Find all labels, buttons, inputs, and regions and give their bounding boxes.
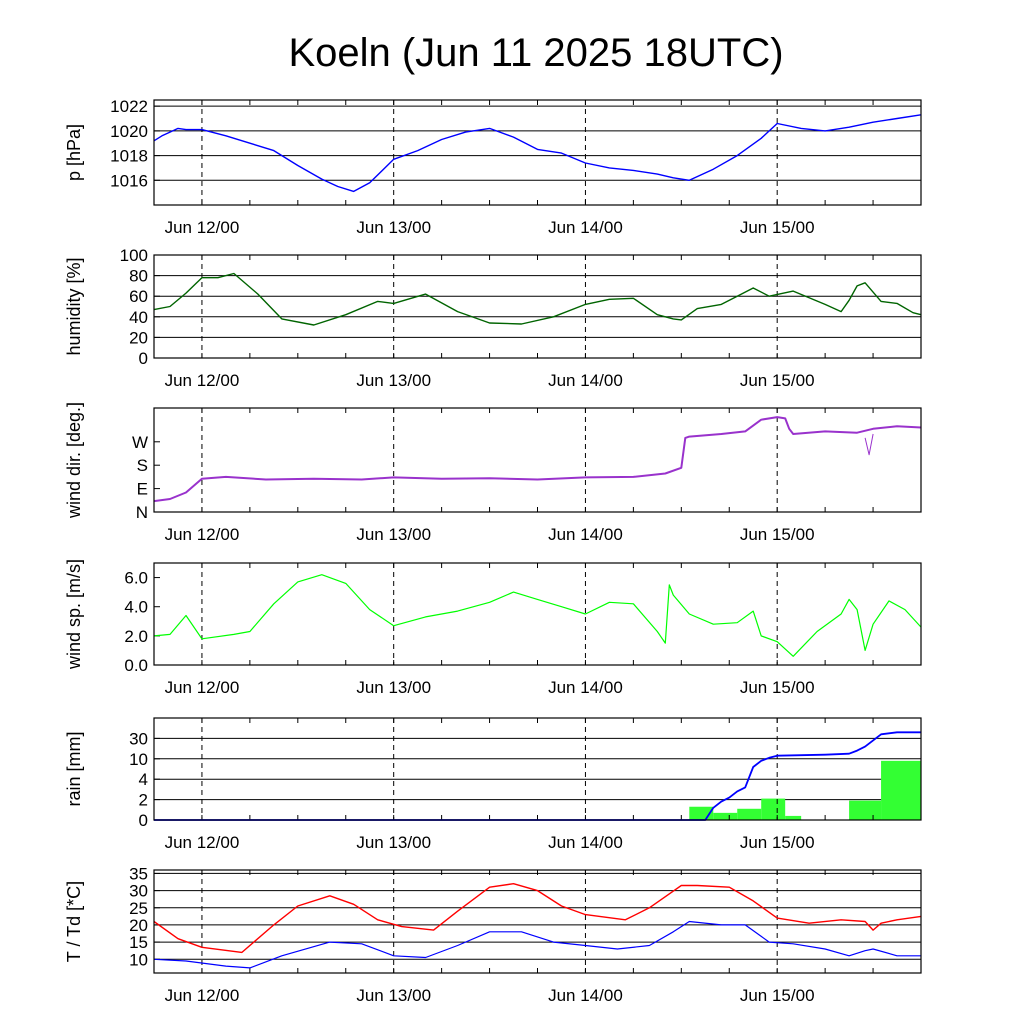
y-tick-label: S [137, 456, 148, 475]
x-tick-label: Jun 15/00 [740, 833, 815, 852]
panel-1: Jun 12/00 Jun 13/00 Jun 14/00 Jun 15/00 0 204… [64, 246, 922, 390]
chart-title: Koeln (Jun 11 2025 18UTC) [288, 31, 783, 75]
x-tick-label: Jun 15/00 [740, 525, 815, 544]
x-tick-label: Jun 13/00 [356, 218, 431, 237]
x-tick-label: Jun 14/00 [548, 986, 623, 1005]
x-tick-label: Jun 15/00 [740, 986, 815, 1005]
y-tick-label: 4.0 [124, 598, 148, 617]
rain-bar [761, 798, 786, 820]
y-tick-label: W [132, 433, 148, 452]
x-tick-label: Jun 13/00 [356, 678, 431, 697]
panel-2: Jun 12/00 Jun 13/00 Jun 14/00 Jun 15/00 NESW… [64, 402, 922, 544]
panel-5: Jun 12/00 Jun 13/00 Jun 14/00 Jun 15/00 1015… [64, 864, 922, 1005]
x-tick-label: Jun 13/00 [356, 986, 431, 1005]
series-line [154, 731, 921, 821]
y-tick-label: 80 [129, 267, 148, 286]
x-tick-label: Jun 13/00 [356, 525, 431, 544]
y-tick-label: E [137, 480, 148, 499]
x-tick-label: Jun 12/00 [165, 986, 240, 1005]
y-tick-label: 1016 [110, 171, 148, 190]
y-tick-label: 2 [139, 791, 148, 810]
rain-bar [881, 760, 921, 820]
x-tick-label: Jun 12/00 [165, 218, 240, 237]
y-tick-label: 30 [129, 882, 148, 901]
x-tick-label: Jun 14/00 [548, 218, 623, 237]
y-tick-label: 100 [120, 246, 148, 265]
y-tick-label: 60 [129, 287, 148, 306]
x-tick-label: Jun 12/00 [165, 525, 240, 544]
plot-frame [153, 254, 922, 359]
series-line [153, 416, 922, 503]
y-tick-label: 30 [129, 729, 148, 748]
plot-frame [153, 869, 922, 974]
x-tick-label: Jun 12/00 [165, 833, 240, 852]
series-line [153, 114, 922, 193]
y-axis-label: p [hPa] [64, 124, 84, 181]
y-tick-label: 10 [129, 750, 148, 769]
y-tick-label: 0 [139, 349, 148, 368]
y-tick-label: 25 [129, 899, 148, 918]
y-tick-label: N [136, 503, 148, 522]
rain-bar [785, 815, 802, 820]
panel-0: Jun 12/00 Jun 13/00 Jun 14/00 Jun 15/00 1016… [64, 97, 922, 237]
y-axis-label: rain [mm] [64, 731, 84, 806]
y-tick-label: 40 [129, 308, 148, 327]
panel-3: Jun 12/00 Jun 13/00 Jun 14/00 Jun 15/00 0.0 2… [64, 559, 922, 697]
y-tick-label: 1018 [110, 147, 148, 166]
rain-bar [737, 808, 762, 820]
rain-bar [849, 800, 882, 820]
y-tick-label: 1022 [110, 97, 148, 116]
y-tick-label: 35 [129, 864, 148, 883]
series-line [153, 920, 921, 969]
plot-frame [153, 562, 922, 666]
y-tick-label: 0.0 [124, 656, 148, 675]
series-line [153, 574, 922, 657]
panel-4: Jun 12/00 Jun 13/00 Jun 14/00 Jun 15/00 02 41… [64, 717, 922, 852]
y-axis-label: wind sp. [m/s] [64, 559, 84, 670]
x-tick-label: Jun 12/00 [165, 371, 240, 390]
x-tick-label: Jun 15/00 [740, 218, 815, 237]
rain-bar [713, 812, 738, 820]
x-tick-label: Jun 14/00 [548, 678, 623, 697]
x-tick-label: Jun 14/00 [548, 833, 623, 852]
y-tick-label: 6.0 [124, 569, 148, 588]
x-tick-label: Jun 14/00 [548, 525, 623, 544]
y-axis-label: T / Td [*C] [64, 881, 84, 962]
series-line [153, 883, 922, 954]
x-tick-label: Jun 15/00 [740, 678, 815, 697]
x-tick-label: Jun 13/00 [356, 833, 431, 852]
plot-frame [153, 717, 922, 821]
y-axis-label: wind dir. [deg.] [64, 402, 84, 519]
x-tick-label: Jun 12/00 [165, 678, 240, 697]
y-tick-label: 4 [139, 770, 148, 789]
y-axis-label: humidity [%] [64, 257, 84, 355]
y-tick-label: 20 [129, 916, 148, 935]
x-tick-label: Jun 14/00 [548, 371, 623, 390]
y-tick-label: 10 [129, 950, 148, 969]
y-tick-label: 2.0 [124, 627, 148, 646]
y-tick-label: 20 [129, 328, 148, 347]
series-line [864, 433, 874, 456]
y-tick-label: 15 [129, 933, 148, 952]
plot-frame [153, 407, 922, 513]
plot-frame [153, 99, 922, 206]
x-tick-label: Jun 13/00 [356, 371, 431, 390]
y-tick-label: 1020 [110, 122, 148, 141]
series-line [153, 272, 922, 326]
x-tick-label: Jun 15/00 [740, 371, 815, 390]
y-tick-label: 0 [139, 811, 148, 830]
